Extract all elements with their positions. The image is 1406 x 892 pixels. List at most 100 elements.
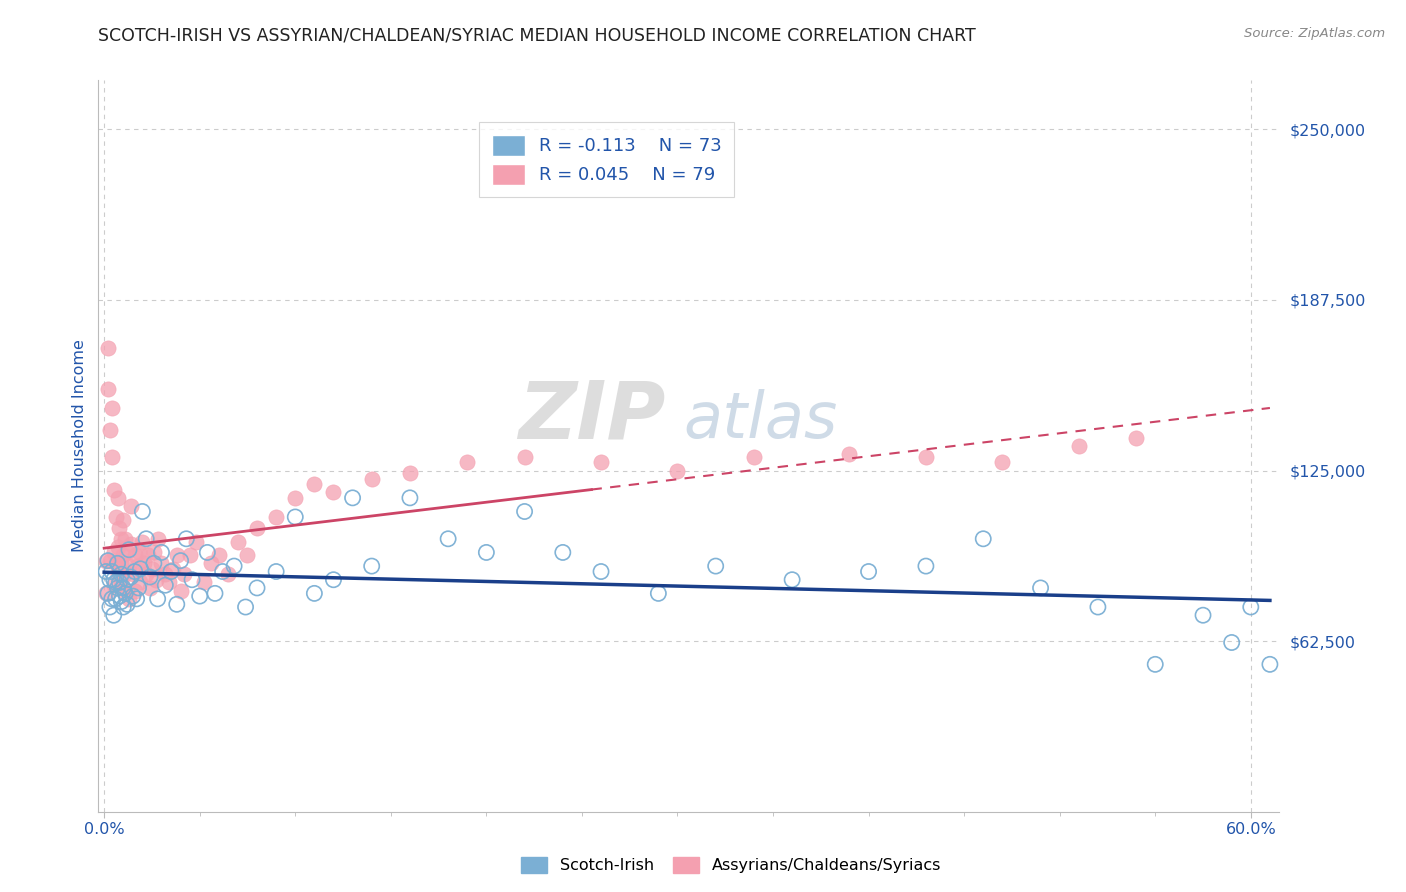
Point (103, 608, 125, 623)
Point (110, 567, 132, 582)
Point (120, 499, 142, 513)
Point (322, 573, 344, 587)
Point (101, 565, 124, 579)
Point (110, 557, 132, 571)
Point (129, 562, 152, 576)
Point (104, 591, 127, 606)
Point (135, 532, 157, 546)
Point (437, 532, 460, 546)
Point (141, 562, 163, 576)
Point (360, 559, 382, 574)
Point (115, 545, 138, 559)
Point (104, 575, 127, 590)
Point (1029, 581, 1052, 595)
Point (915, 559, 938, 574)
Point (179, 548, 201, 562)
Point (124, 565, 146, 579)
Point (112, 548, 135, 562)
Point (103, 483, 125, 497)
Point (104, 557, 127, 571)
Point (98, 573, 121, 587)
Point (322, 573, 344, 587)
Point (195, 545, 218, 559)
Point (139, 581, 162, 595)
Point (114, 567, 136, 582)
Point (173, 567, 195, 582)
Point (108, 589, 131, 603)
Point (264, 565, 287, 579)
Point (236, 548, 259, 562)
Legend: Scotch-Irish, Assyrians/Chaldeans/Syriacs: Scotch-Irish, Assyrians/Chaldeans/Syriac… (515, 850, 948, 880)
Point (169, 554, 191, 568)
Point (142, 557, 165, 571)
Point (666, 464, 689, 478)
Point (246, 581, 269, 595)
Point (115, 573, 138, 587)
Point (155, 567, 177, 582)
Point (110, 594, 132, 608)
Point (112, 583, 135, 598)
Point (399, 467, 422, 481)
Point (125, 591, 148, 606)
Point (129, 575, 152, 590)
Point (150, 545, 173, 559)
Point (120, 537, 142, 551)
Point (162, 562, 184, 576)
Point (107, 557, 129, 571)
Point (94, 586, 117, 600)
Point (108, 575, 131, 590)
Point (1087, 600, 1109, 615)
Point (121, 589, 143, 603)
Point (150, 545, 173, 559)
Point (107, 557, 129, 571)
Point (360, 472, 382, 486)
Point (304, 477, 326, 491)
Point (1240, 600, 1263, 615)
Point (108, 562, 131, 576)
Point (94, 554, 117, 568)
Point (146, 591, 169, 606)
Point (589, 455, 612, 469)
Point (98, 423, 121, 437)
Point (112, 600, 135, 615)
Point (513, 504, 536, 518)
Point (246, 581, 269, 595)
Point (284, 491, 307, 505)
Point (128, 581, 150, 595)
Point (104, 510, 127, 524)
Point (108, 589, 131, 603)
Point (131, 504, 153, 518)
Point (437, 532, 460, 546)
Point (1220, 635, 1243, 649)
Point (104, 591, 127, 606)
Point (114, 586, 136, 600)
Point (1258, 657, 1281, 672)
Point (160, 565, 183, 579)
Point (103, 573, 125, 587)
Text: atlas: atlas (683, 390, 838, 451)
Point (114, 532, 136, 546)
Point (115, 573, 138, 587)
Point (166, 548, 188, 562)
Point (97, 382, 120, 396)
Point (235, 600, 257, 615)
Point (97, 341, 120, 355)
Point (176, 532, 198, 546)
Point (115, 583, 138, 598)
Text: Source: ZipAtlas.com: Source: ZipAtlas.com (1244, 27, 1385, 40)
Point (204, 586, 226, 600)
Point (101, 591, 124, 606)
Point (118, 559, 141, 574)
Point (142, 545, 165, 559)
Point (342, 491, 364, 505)
Point (284, 510, 307, 524)
Point (193, 575, 215, 590)
Point (972, 532, 994, 546)
Point (195, 545, 218, 559)
Point (103, 545, 125, 559)
Point (1144, 657, 1167, 672)
Point (124, 565, 146, 579)
Point (112, 581, 135, 595)
Point (1144, 657, 1167, 672)
Point (1192, 608, 1215, 623)
